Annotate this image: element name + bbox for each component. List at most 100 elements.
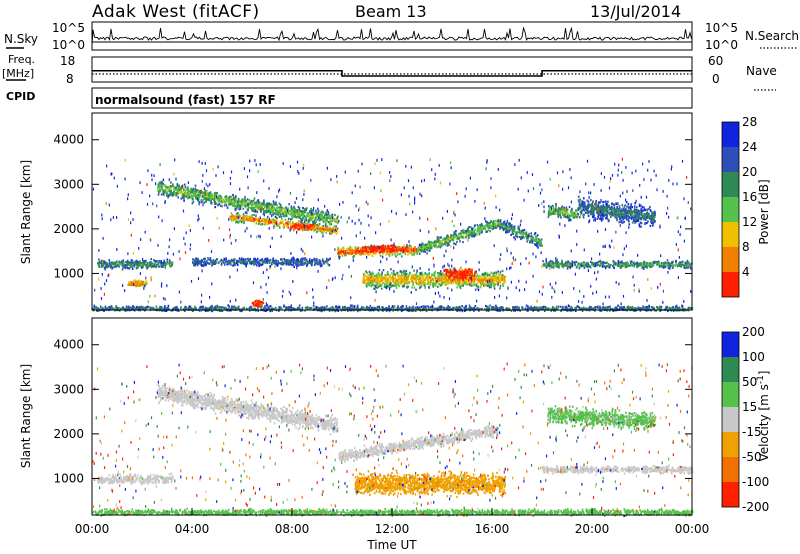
data-cell	[231, 198, 233, 201]
data-cell	[481, 224, 483, 227]
data-cell	[263, 199, 265, 202]
data-cell	[325, 213, 328, 217]
data-cell	[415, 251, 417, 255]
data-cell	[457, 236, 459, 239]
data-cell	[101, 265, 103, 268]
data-cell	[417, 248, 420, 251]
data-cell	[557, 264, 560, 267]
data-cell	[166, 191, 169, 194]
data-cell	[320, 218, 322, 221]
data-cell	[468, 231, 471, 234]
data-cell	[451, 277, 453, 280]
data-cell	[394, 275, 396, 278]
data-cell	[497, 219, 500, 223]
data-cell	[596, 262, 598, 265]
data-cell	[325, 211, 328, 214]
data-cell	[549, 262, 551, 265]
data-cell	[503, 276, 506, 279]
data-cell	[274, 202, 276, 205]
data-cell	[115, 265, 117, 268]
data-cell	[298, 216, 301, 219]
data-cell	[515, 234, 517, 237]
data-cell	[466, 231, 469, 234]
data-cell	[336, 227, 339, 230]
data-cell	[214, 202, 216, 206]
data-cell	[186, 193, 189, 197]
data-cell	[652, 261, 654, 264]
data-cell	[360, 253, 362, 256]
data-cell	[310, 210, 312, 213]
data-cell	[535, 240, 537, 243]
data-cell	[230, 217, 232, 220]
data-cell	[171, 194, 174, 197]
data-cell	[482, 281, 485, 284]
data-cell	[395, 279, 398, 282]
data-cell	[245, 201, 247, 205]
data-cell	[421, 281, 424, 285]
data-cell	[306, 222, 308, 225]
data-cell	[310, 214, 312, 217]
data-cell	[484, 276, 487, 279]
data-cell	[203, 191, 205, 194]
data-cell	[178, 184, 180, 187]
data-cell	[478, 276, 481, 279]
data-cell	[558, 264, 561, 267]
data-cell	[248, 216, 250, 219]
data-cell	[197, 192, 200, 195]
data-cell	[269, 208, 271, 211]
data-cell	[236, 262, 238, 265]
data-cell	[326, 228, 328, 231]
data-cell	[265, 220, 268, 223]
data-cell	[484, 273, 487, 276]
data-cell	[399, 252, 401, 256]
data-cell	[314, 222, 316, 225]
data-cell	[382, 269, 385, 272]
data-cell	[444, 278, 447, 281]
data-cell	[260, 223, 262, 226]
data-cell	[228, 262, 230, 265]
data-cell	[561, 205, 563, 208]
data-cell	[389, 276, 391, 279]
data-cell	[518, 232, 521, 235]
data-cell	[567, 212, 569, 215]
data-cell	[526, 235, 529, 238]
data-cell	[468, 236, 470, 239]
data-cell	[404, 279, 407, 282]
data-cell	[455, 234, 457, 237]
data-cell	[336, 231, 339, 234]
data-cell	[503, 281, 505, 284]
data-cell	[270, 219, 273, 222]
data-cell	[542, 263, 545, 266]
data-cell	[226, 206, 229, 209]
data-cell	[578, 266, 581, 269]
data-cell	[641, 266, 643, 269]
data-cell	[174, 193, 176, 196]
data-cell	[167, 185, 170, 189]
data-cell	[342, 248, 345, 251]
data-cell	[325, 260, 327, 263]
data-cell	[262, 212, 265, 215]
data-cell	[549, 211, 552, 214]
data-cell	[504, 280, 506, 283]
data-cell	[281, 212, 284, 215]
data-cell	[426, 248, 428, 251]
data-cell	[160, 260, 162, 263]
data-cell	[500, 275, 503, 278]
data-cell	[239, 207, 242, 210]
data-cell	[474, 288, 477, 291]
data-cell	[279, 209, 281, 212]
data-cell	[146, 267, 148, 270]
data-cell	[325, 231, 328, 234]
data-cell	[97, 263, 100, 266]
data-cell	[424, 281, 426, 284]
data-cell	[141, 266, 143, 269]
data-cell	[251, 207, 254, 210]
data-cell	[415, 277, 418, 281]
data-cell	[540, 240, 542, 243]
data-cell	[228, 199, 231, 202]
data-cell	[267, 209, 269, 212]
data-cell	[638, 263, 641, 266]
data-cell	[438, 283, 441, 286]
data-cell	[559, 209, 561, 212]
data-cell	[157, 193, 160, 196]
